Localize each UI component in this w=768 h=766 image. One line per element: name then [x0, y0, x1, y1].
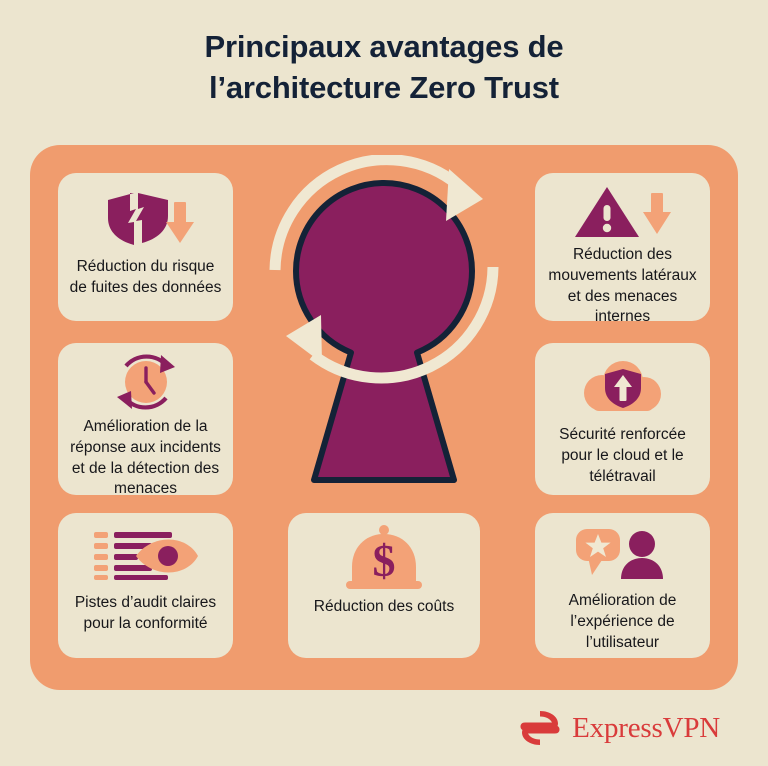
refresh-arrow-head-bottom — [116, 391, 132, 409]
broken-shield-down-arrow-icon — [98, 187, 194, 249]
speech-bubble — [575, 529, 620, 575]
benefits-panel: Réduction du risque de fuites des donnée… — [30, 145, 738, 690]
dollar-sign: $ — [373, 535, 396, 586]
star-shape — [584, 534, 611, 557]
audit-list-eye-icon — [92, 527, 200, 583]
benefit-card-user-experience[interactable]: Amélioration de l’expérience de l’utilis… — [535, 513, 710, 658]
refresh-arrow-head-top — [159, 355, 175, 373]
dome-dollar-icon: $ — [342, 523, 426, 595]
benefit-card-label: Sécurité renforcée pour le cloud et le t… — [559, 426, 686, 485]
dome-shape — [346, 525, 422, 589]
benefit-card-lateral-movement[interactable]: Réduction des mouvements latéraux et des… — [535, 173, 710, 325]
up-arrow — [613, 375, 632, 401]
page-title: Principaux avantages de l’architecture Z… — [0, 26, 768, 108]
keyhole-svg — [269, 154, 499, 483]
clock-hands — [143, 366, 156, 395]
rotation-arrow-head-bottom — [286, 315, 322, 363]
speech-bubble-star-person-icon — [575, 525, 670, 581]
benefit-card-label: Amélioration de l’expérience de l’utilis… — [568, 592, 677, 651]
benefit-card-data-breach-risk[interactable]: Réduction du risque de fuites des donnée… — [58, 173, 233, 321]
benefit-card-label: Réduction des mouvements latéraux et des… — [548, 246, 697, 326]
person-shape — [620, 531, 663, 579]
benefit-card-label: Réduction du risque de fuites des donnée… — [69, 258, 222, 296]
expressvpn-logo[interactable]: ExpressVPN — [519, 708, 720, 748]
shield-right-half — [135, 193, 168, 243]
benefit-card-label: Pistes d’audit claires pour la conformit… — [74, 594, 217, 632]
exclamation-bar — [603, 205, 610, 221]
eye-pupil — [157, 546, 178, 566]
clock-refresh-icon — [109, 353, 183, 411]
list-bullets — [93, 532, 108, 580]
benefit-card-audit-trails[interactable]: Pistes d’audit claires pour la conformit… — [58, 513, 233, 658]
cloud-shield-up-arrow-icon — [580, 359, 666, 415]
rotation-arrow-head-top — [446, 169, 483, 221]
down-arrow — [165, 202, 194, 243]
down-arrow — [642, 193, 671, 234]
benefit-card-label: Réduction des coûts — [313, 598, 455, 615]
keyhole-graphic — [266, 154, 502, 505]
list-lines — [113, 532, 172, 580]
shield-left-half — [107, 193, 136, 245]
rotation-arrows — [269, 154, 499, 384]
expressvpn-e-mark-icon — [520, 711, 560, 745]
benefit-card-cost-reduction[interactable]: $ Réduction des coûts — [288, 513, 480, 658]
expressvpn-brand-text: ExpressVPN — [572, 711, 720, 744]
page-title-line-1: Principaux avantages de — [204, 29, 564, 64]
warning-triangle-down-arrow-icon — [573, 185, 673, 239]
page-title-line-2: l’architecture Zero Trust — [209, 70, 559, 106]
benefit-card-cloud-security[interactable]: Sécurité renforcée pour le cloud et le t… — [535, 343, 710, 495]
benefit-card-label: Amélioration de la réponse aux incidents… — [70, 418, 221, 498]
benefit-card-incident-response[interactable]: Amélioration de la réponse aux incidents… — [58, 343, 233, 497]
exclamation-dot — [602, 223, 611, 233]
keyhole-shape — [293, 180, 475, 483]
